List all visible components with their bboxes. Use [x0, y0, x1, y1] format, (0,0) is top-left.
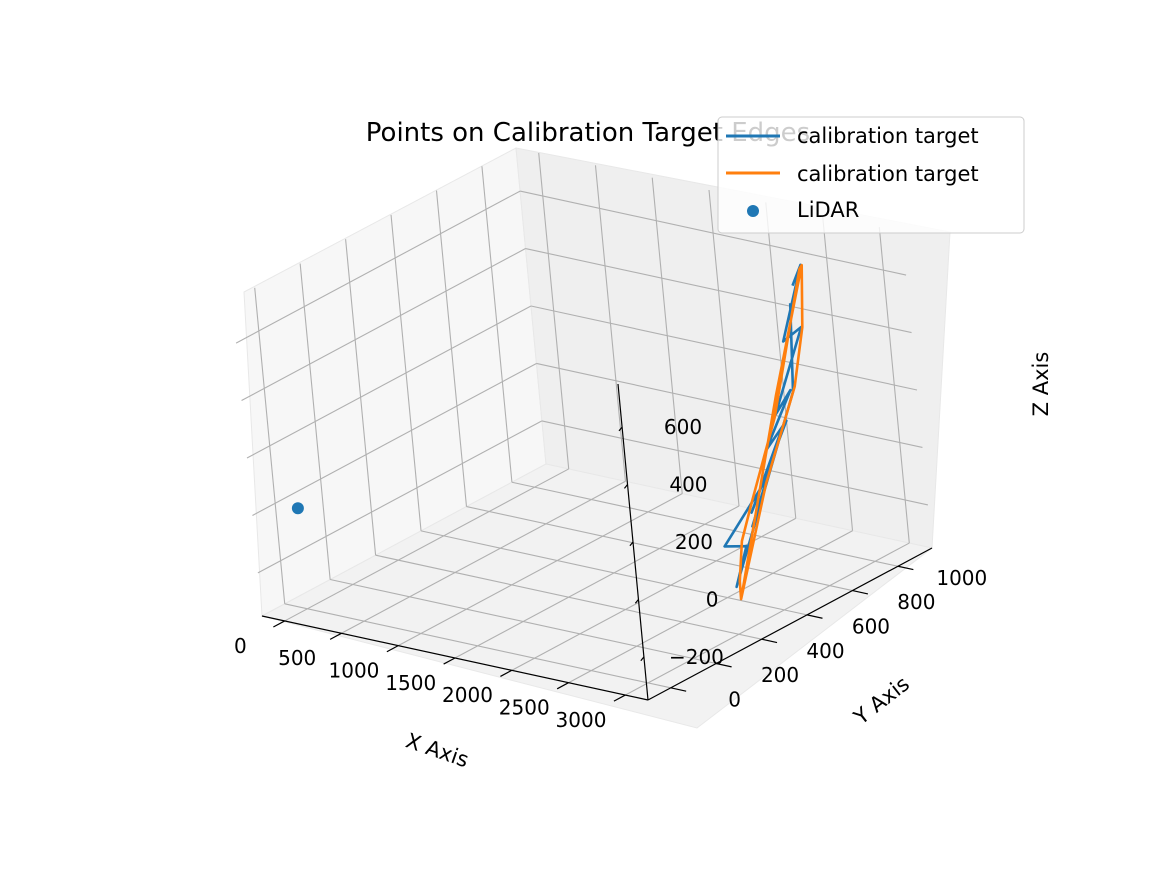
- x-tick-mark: [273, 620, 285, 628]
- x-tick-mark: [500, 669, 513, 677]
- axes: 0500100015002000250030000200400600800100…: [234, 383, 987, 732]
- legend-swatch-lidar-marker: [747, 205, 759, 217]
- y-axis-line: [647, 547, 933, 701]
- legend-label-3: LiDAR: [797, 198, 859, 222]
- y-tick-label: 600: [852, 614, 890, 638]
- y-tick-mark: [897, 565, 914, 571]
- grid-z-left: [246, 305, 532, 459]
- z-tick-label: 600: [664, 415, 702, 439]
- y-tick-label: 1000: [936, 566, 987, 590]
- y-tick-label: 200: [761, 663, 799, 687]
- x-tick-label: 1500: [385, 671, 436, 695]
- grid-x-floor: [454, 505, 740, 659]
- grid-z-back: [530, 305, 918, 391]
- grid-z-back: [536, 362, 923, 448]
- y-tick-mark: [852, 589, 869, 595]
- z-axis-label: Z Axis: [1029, 352, 1053, 417]
- grid-y-floor: [375, 554, 762, 640]
- x-tick-label: 2500: [499, 696, 550, 720]
- lidar-point: [291, 502, 304, 515]
- grid-y-floor: [420, 530, 808, 616]
- y-axis-label: Y Axis: [849, 672, 914, 730]
- x-tick-mark: [613, 694, 626, 702]
- grid-lines: [235, 152, 929, 696]
- z-tick-label: 400: [669, 473, 707, 497]
- z-axis-line: [617, 383, 649, 701]
- grid-x-floor: [284, 468, 569, 622]
- x-tick-mark: [443, 657, 456, 665]
- legend-box: [717, 116, 1025, 234]
- y-tick-mark: [761, 638, 778, 644]
- x-tick-label: 0: [234, 634, 247, 658]
- grid-z-back: [519, 190, 907, 276]
- x-tick-label: 3000: [556, 708, 607, 732]
- grid-y-floor: [466, 506, 853, 592]
- grid-x-floor: [341, 480, 626, 634]
- y-tick-label: 400: [806, 639, 844, 663]
- grid-z-back: [541, 420, 929, 506]
- grid-z-left: [241, 248, 526, 402]
- grid-x-floor: [568, 530, 853, 684]
- x-tick-mark: [329, 632, 342, 640]
- y-tick-mark: [806, 614, 823, 619]
- legend-label-1: calibration target: [797, 124, 979, 148]
- grid-z-back: [525, 248, 912, 334]
- y-tick-label: 0: [728, 687, 741, 711]
- y-tick-mark: [670, 687, 687, 692]
- series-line-2: [738, 263, 804, 601]
- x-axis-label: X Axis: [403, 729, 472, 773]
- grid-y-floor: [511, 481, 899, 567]
- x-tick-label: 1000: [329, 658, 380, 682]
- x-tick-label: 500: [278, 646, 316, 670]
- grid-x-floor: [625, 542, 910, 696]
- z-tick-label: −200: [669, 645, 724, 669]
- grid-z-left: [252, 362, 537, 516]
- grid-y-floor: [284, 603, 671, 689]
- grid-z-left: [257, 420, 543, 574]
- x-tick-mark: [386, 645, 399, 653]
- legend-label-2: calibration target: [797, 162, 979, 186]
- z-tick-label: 200: [675, 530, 713, 554]
- grid-z-left: [235, 190, 521, 344]
- y-tick-label: 800: [897, 590, 935, 614]
- series-line-1: [723, 263, 803, 589]
- legend: calibration target calibration target Li…: [717, 116, 1025, 234]
- x-axis-line: [261, 615, 649, 701]
- x-tick-label: 2000: [442, 683, 493, 707]
- x-tick-mark: [556, 682, 569, 690]
- y-tick-mark: [716, 662, 732, 668]
- grid-x-floor: [397, 493, 683, 647]
- grid-y-floor: [330, 578, 717, 665]
- z-tick-label: 0: [706, 587, 719, 611]
- plot-marks: [291, 263, 804, 601]
